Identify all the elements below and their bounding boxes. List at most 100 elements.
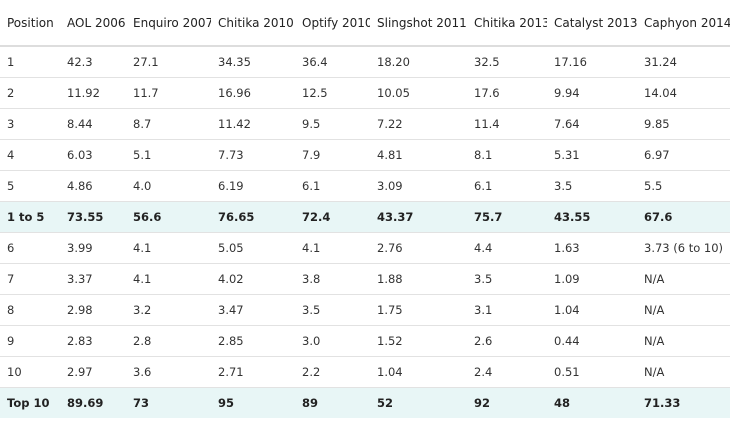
table-cell: 3.73 (6 to 10) [637, 232, 730, 264]
table-cell: 3.8 [295, 263, 370, 295]
table-cell: 48 [547, 387, 637, 418]
table-cell: 2.4 [467, 356, 547, 388]
table-cell: 6.03 [60, 139, 126, 171]
table-cell: 3.5 [295, 294, 370, 326]
column-header: Optify 2010 [295, 0, 370, 47]
row-label: 9 [0, 325, 60, 357]
row-label: 4 [0, 139, 60, 171]
table-cell: 2.76 [370, 232, 467, 264]
table-cell: 5.1 [126, 139, 211, 171]
table-cell: 2.71 [211, 356, 295, 388]
column-header: Caphyon 2014 [637, 0, 730, 47]
table-row: 5 4.86 4.0 6.19 6.1 3.09 6.1 3.5 5.5 [0, 170, 730, 202]
table-cell: 4.1 [126, 263, 211, 295]
table-cell: 1.52 [370, 325, 467, 357]
table-cell: 9.85 [637, 108, 730, 140]
row-label: 6 [0, 232, 60, 264]
table-row: 6 3.99 4.1 5.05 4.1 2.76 4.4 1.63 3.73 (6 to 10) [0, 232, 730, 264]
table-cell: 1.88 [370, 263, 467, 295]
table-cell: 3.09 [370, 170, 467, 202]
table-cell: N/A [637, 294, 730, 326]
table-row: 1 42.3 27.1 34.35 36.4 18.20 32.5 17.16 31.24 [0, 45, 730, 78]
table-cell: 32.5 [467, 45, 547, 78]
table-cell: 9.5 [295, 108, 370, 140]
table-row: 1 to 5 73.55 56.6 76.65 72.4 43.37 75.7 43.55 67… [0, 201, 730, 233]
column-header: Slingshot 2011 [370, 0, 467, 47]
table-cell: 1.63 [547, 232, 637, 264]
table-cell: 4.1 [295, 232, 370, 264]
table-cell: 2.83 [60, 325, 126, 357]
table-cell: 72.4 [295, 201, 370, 233]
table-cell: 89.69 [60, 387, 126, 418]
table-cell: 1.75 [370, 294, 467, 326]
table-cell: 3.1 [467, 294, 547, 326]
table-cell: 4.4 [467, 232, 547, 264]
table-cell: 3.5 [547, 170, 637, 202]
table-cell: 9.94 [547, 77, 637, 109]
table-row: 10 2.97 3.6 2.71 2.2 1.04 2.4 0.51 N/A [0, 356, 730, 388]
table-cell: 14.04 [637, 77, 730, 109]
column-header: AOL 2006 [60, 0, 126, 47]
table-cell: 6.1 [295, 170, 370, 202]
table-cell: 4.81 [370, 139, 467, 171]
table-cell: 3.37 [60, 263, 126, 295]
table-cell: 42.3 [60, 45, 126, 78]
table-cell: 1.04 [547, 294, 637, 326]
table-cell: 7.22 [370, 108, 467, 140]
column-header: Chitika 2010 [211, 0, 295, 47]
row-label: Top 10 [0, 387, 60, 418]
table-cell: 4.02 [211, 263, 295, 295]
column-header: Catalyst 2013 [547, 0, 637, 47]
table-cell: 8.1 [467, 139, 547, 171]
table-cell: 6.97 [637, 139, 730, 171]
column-header: Position [0, 0, 60, 47]
table-cell: 17.6 [467, 77, 547, 109]
table-cell: 8.7 [126, 108, 211, 140]
table-cell: 5.5 [637, 170, 730, 202]
table-cell: 95 [211, 387, 295, 418]
table-cell: 10.05 [370, 77, 467, 109]
table-cell: 11.4 [467, 108, 547, 140]
table-cell: 34.35 [211, 45, 295, 78]
table-cell: 11.92 [60, 77, 126, 109]
table-row: 3 8.44 8.7 11.42 9.5 7.22 11.4 7.64 9.85 [0, 108, 730, 140]
table-cell: 2.97 [60, 356, 126, 388]
table-cell: 27.1 [126, 45, 211, 78]
column-header: Enquiro 2007 [126, 0, 211, 47]
table-cell: 2.8 [126, 325, 211, 357]
table-cell: N/A [637, 325, 730, 357]
row-label: 7 [0, 263, 60, 295]
row-label: 3 [0, 108, 60, 140]
table-cell: 92 [467, 387, 547, 418]
table-cell: 0.51 [547, 356, 637, 388]
table-cell: 36.4 [295, 45, 370, 78]
table-cell: 3.47 [211, 294, 295, 326]
table-cell: 52 [370, 387, 467, 418]
table-cell: 5.05 [211, 232, 295, 264]
row-label: 1 to 5 [0, 201, 60, 233]
table-cell: 3.6 [126, 356, 211, 388]
table-cell: 5.31 [547, 139, 637, 171]
table-cell: 4.0 [126, 170, 211, 202]
table-cell: 73.55 [60, 201, 126, 233]
table-cell: 1.04 [370, 356, 467, 388]
column-header: Chitika 2013 [467, 0, 547, 47]
table-cell: 73 [126, 387, 211, 418]
table-cell: 2.2 [295, 356, 370, 388]
table-cell: 56.6 [126, 201, 211, 233]
table-row: Top 10 89.69 73 95 89 52 92 48 71.33 [0, 387, 730, 418]
table-cell: 18.20 [370, 45, 467, 78]
table-cell: 43.37 [370, 201, 467, 233]
table-row: 2 11.92 11.7 16.96 12.5 10.05 17.6 9.94 14.04 [0, 77, 730, 109]
table-cell: 3.99 [60, 232, 126, 264]
table-cell: 43.55 [547, 201, 637, 233]
table-cell: 6.1 [467, 170, 547, 202]
table-cell: 31.24 [637, 45, 730, 78]
table-cell: 75.7 [467, 201, 547, 233]
table-cell: 67.6 [637, 201, 730, 233]
table-body: 1 42.3 27.1 34.35 36.4 18.20 32.5 17.16 31.24 2 11… [0, 45, 730, 418]
header-row: Position AOL 2006 Enquiro 2007 Chitika 2010… [0, 0, 730, 47]
table-cell: 4.86 [60, 170, 126, 202]
row-label: 5 [0, 170, 60, 202]
row-label: 8 [0, 294, 60, 326]
